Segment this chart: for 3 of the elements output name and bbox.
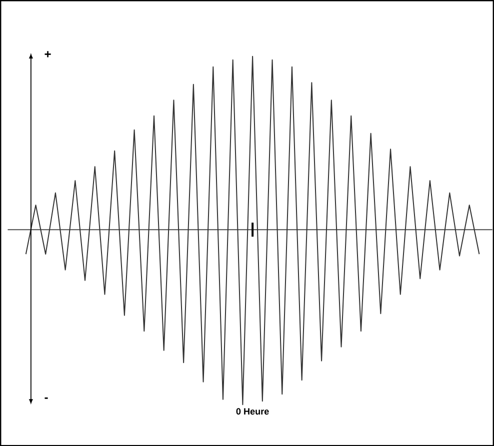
annotation: - bbox=[44, 397, 48, 399]
annotation: + bbox=[44, 51, 51, 58]
x-axis-title: 0 Heure bbox=[236, 408, 269, 415]
